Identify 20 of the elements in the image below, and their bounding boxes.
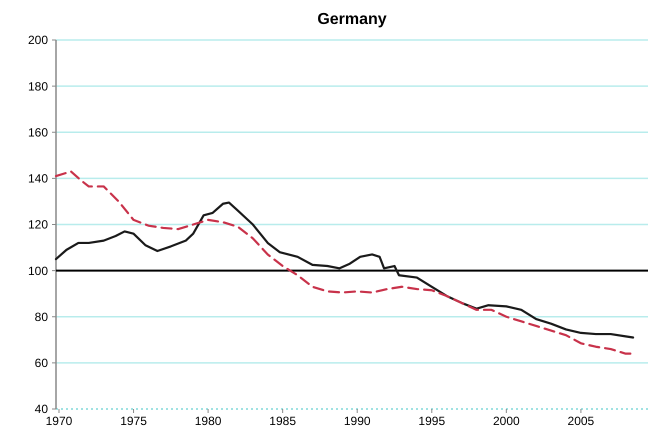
y-tick-label: 120 <box>28 218 48 232</box>
x-tick-label: 1975 <box>120 414 148 428</box>
y-tick-label: 160 <box>28 125 48 140</box>
x-tick-label: 1995 <box>418 414 446 428</box>
x-tick-label: 1990 <box>344 414 371 428</box>
y-tick-label: 200 <box>28 33 48 48</box>
x-tick-label: 2005 <box>568 414 595 428</box>
chart-title: Germany <box>317 11 387 28</box>
y-tick-label: 60 <box>34 356 48 370</box>
y-tick-label: 100 <box>28 264 48 278</box>
y-tick-label: 80 <box>34 310 48 324</box>
y-tick-label: 140 <box>28 172 48 186</box>
x-tick-label: 1980 <box>194 414 222 428</box>
y-tick-label: 40 <box>34 402 48 416</box>
y-tick-label: 180 <box>28 79 48 94</box>
line-series <box>54 201 634 339</box>
line-series <box>54 170 634 355</box>
x-tick-label: 2000 <box>492 414 520 428</box>
x-tick-label: 1970 <box>46 414 73 428</box>
x-tick-label: 1985 <box>269 414 296 428</box>
